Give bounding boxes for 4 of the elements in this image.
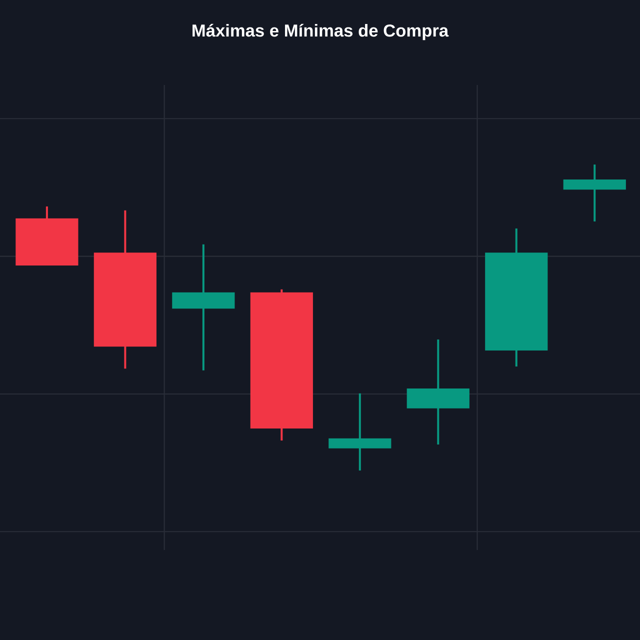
candlestick [563,164,626,222]
chart-title: Máximas e Mínimas de Compra [192,24,449,40]
candlestick [328,392,392,472]
candlestick [172,243,235,372]
